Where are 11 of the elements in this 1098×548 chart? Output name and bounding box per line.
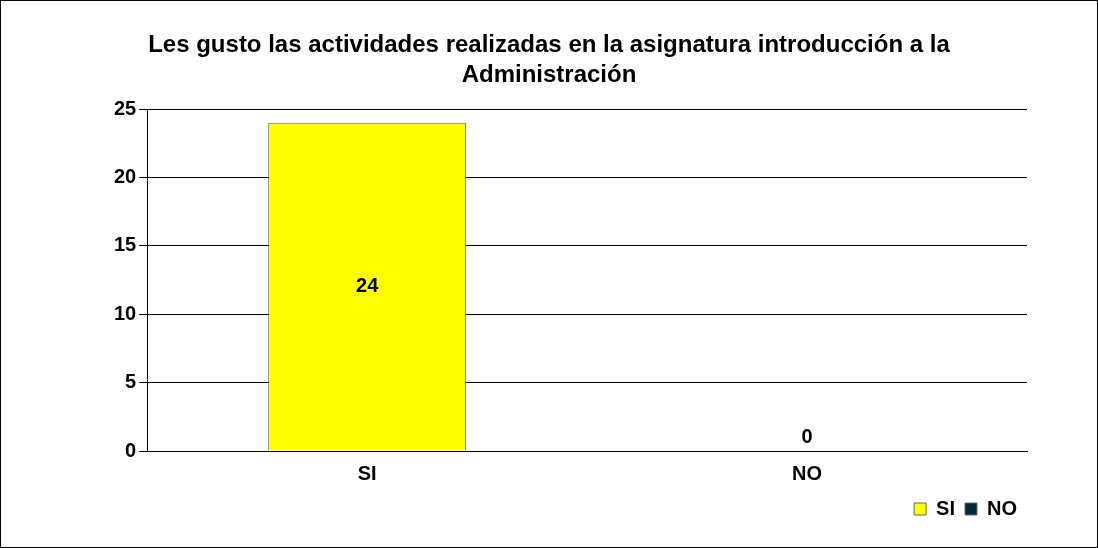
data-label: 24 (356, 274, 380, 297)
legend-label: SI (936, 496, 956, 519)
y-tick-label: 20 (114, 164, 137, 187)
legend-label: NO (987, 496, 1017, 519)
data-label: 0 (801, 424, 813, 447)
chart-title: Les gusto las actividades realizadas en la asignatura introducción a la Administración (147, 29, 951, 89)
y-tick-label: 10 (114, 301, 137, 324)
y-tick-label: 5 (125, 370, 137, 393)
y-tick-label: 25 (114, 96, 137, 119)
y-tick-label: 0 (125, 438, 137, 461)
y-tick-label: 15 (114, 233, 137, 256)
